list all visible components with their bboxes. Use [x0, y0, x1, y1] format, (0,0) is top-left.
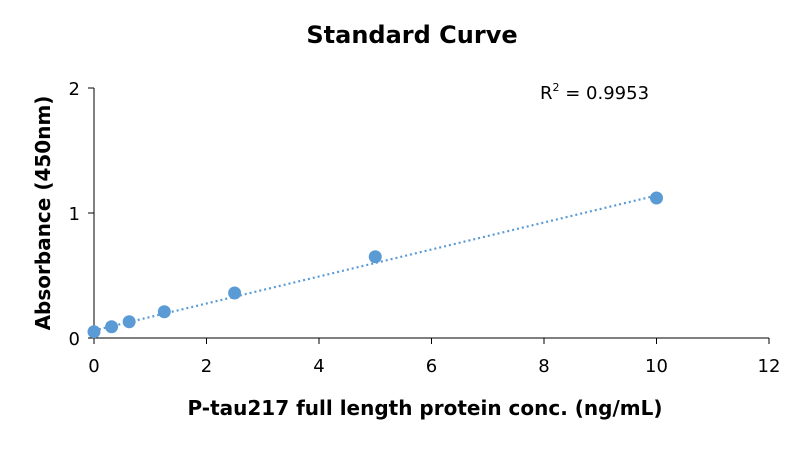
- x-tick-label: 12: [758, 356, 781, 377]
- x-tick-label: 2: [201, 356, 212, 377]
- x-tick-label: 0: [88, 356, 99, 377]
- y-axis-label: Absorbance (450nm): [31, 96, 55, 331]
- x-axis-label: P-tau217 full length protein conc. (ng/m…: [187, 396, 662, 420]
- r-squared-superscript: 2: [553, 81, 560, 94]
- r-squared-value: = 0.9953: [560, 83, 650, 104]
- trendline-group: [93, 194, 657, 332]
- data-point: [368, 250, 382, 264]
- x-tick-label: 8: [538, 356, 549, 377]
- data-point: [228, 286, 242, 300]
- data-point: [157, 305, 171, 319]
- data-point: [122, 315, 136, 329]
- data-point: [87, 325, 101, 339]
- data-points: [87, 191, 663, 339]
- x-tick-label: 10: [645, 356, 668, 377]
- r-squared-annotation: R2 = 0.9953: [540, 81, 649, 104]
- y-tick-label: 2: [69, 79, 80, 100]
- data-point: [650, 191, 663, 205]
- trendline: [93, 194, 657, 332]
- r-squared-prefix: R: [540, 83, 553, 104]
- y-tick-label: 1: [69, 204, 80, 225]
- x-tick-label: 4: [313, 356, 324, 377]
- data-point: [105, 320, 119, 334]
- y-tick-label: 0: [69, 329, 80, 350]
- x-tick-label: 6: [426, 356, 437, 377]
- chart-title: Standard Curve: [306, 21, 517, 49]
